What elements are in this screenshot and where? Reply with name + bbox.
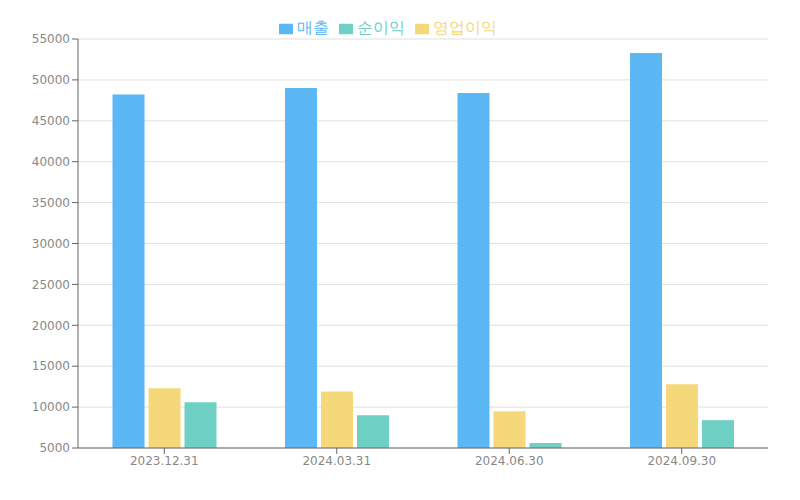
svg-text:15000: 15000 bbox=[32, 359, 70, 373]
svg-text:2024.03.31: 2024.03.31 bbox=[302, 454, 371, 468]
svg-text:2024.09.30: 2024.09.30 bbox=[647, 454, 716, 468]
svg-text:25000: 25000 bbox=[32, 278, 70, 292]
svg-text:40000: 40000 bbox=[32, 155, 70, 169]
svg-text:2024.06.30: 2024.06.30 bbox=[475, 454, 544, 468]
svg-text:2023.12.31: 2023.12.31 bbox=[130, 454, 199, 468]
svg-text:45000: 45000 bbox=[32, 114, 70, 128]
html-text:매출: 매출 bbox=[297, 18, 329, 37]
svg-text:5000: 5000 bbox=[39, 441, 70, 455]
svg-text:10000: 10000 bbox=[32, 400, 70, 414]
html-text:영업이익: 영업이익 bbox=[433, 18, 497, 37]
svg-text:50000: 50000 bbox=[32, 73, 70, 87]
svg-text:35000: 35000 bbox=[32, 196, 70, 210]
html-text:순이익: 순이익 bbox=[357, 18, 405, 37]
svg-text:30000: 30000 bbox=[32, 237, 70, 251]
svg-text:55000: 55000 bbox=[32, 32, 70, 46]
svg-text:20000: 20000 bbox=[32, 319, 70, 333]
